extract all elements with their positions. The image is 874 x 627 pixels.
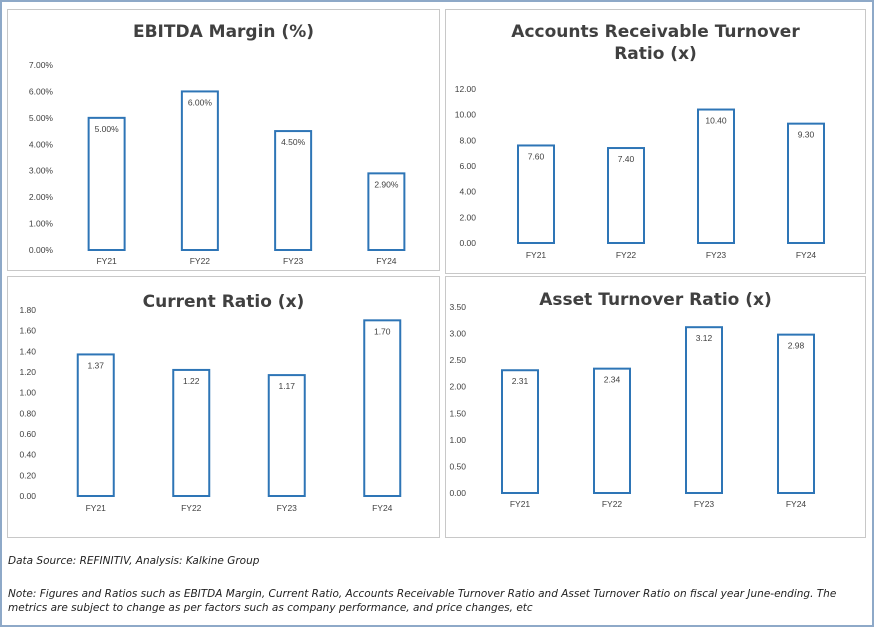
y-tick-label: 0.40	[19, 450, 36, 460]
bar	[274, 130, 313, 251]
y-tick-label: 1.50	[449, 408, 466, 418]
chart-title: Current Ratio (x)	[142, 292, 305, 312]
bar	[172, 368, 211, 497]
y-tick-label: 2.50	[449, 355, 466, 365]
y-tick-label: 1.40	[19, 346, 36, 356]
data-label: 5.00%	[95, 124, 120, 134]
x-tick-label: FY23	[283, 256, 304, 266]
bar	[787, 122, 825, 244]
data-label: 9.30	[798, 130, 815, 140]
y-tick-label: 6.00	[459, 161, 476, 171]
y-tick-label: 0.00	[19, 491, 36, 501]
x-tick-label: FY21	[526, 250, 547, 260]
y-tick-label: 0.00	[459, 238, 476, 248]
x-tick-label: FY24	[796, 250, 817, 260]
data-label: 6.00%	[188, 97, 213, 107]
x-tick-label: FY21	[86, 503, 107, 513]
footnote-text: Note: Figures and Ratios such as EBITDA …	[8, 588, 837, 614]
asset-turnover-chart: Asset Turnover Ratio (x) 0.00 0.50 1.00 1.5…	[445, 276, 866, 538]
data-label: 1.70	[374, 326, 391, 336]
x-tick-label: FY23	[277, 503, 298, 513]
y-tick-label: 1.00	[449, 435, 466, 445]
y-tick-label: 1.60	[19, 326, 36, 336]
current-ratio-plot: 0.00 0.20 0.40 0.60 0.80 1.00 1.20 1.40 1.60 1.80…	[19, 305, 402, 513]
chart-title: EBITDA Margin (%)	[132, 22, 315, 42]
bar	[593, 367, 631, 494]
bar	[697, 108, 735, 244]
y-tick-label: 3.00	[449, 329, 466, 339]
data-label: 4.50%	[281, 137, 306, 147]
data-source-text: Data Source: REFINITIV, Analysis: Kalkin…	[8, 555, 260, 567]
bar	[517, 144, 555, 244]
y-tick-label: 0.20	[19, 470, 36, 480]
x-tick-label: FY24	[372, 503, 393, 513]
bar	[267, 374, 306, 497]
y-tick-label: 1.20	[19, 367, 36, 377]
bar	[180, 90, 219, 251]
y-tick-label: 4.00%	[29, 139, 54, 149]
y-tick-label: 3.00%	[29, 166, 54, 176]
chart-title: Accounts Receivable Turnover Ratio (x)	[511, 22, 800, 64]
data-label: 1.17	[278, 381, 295, 391]
y-tick-label: 4.00	[459, 187, 476, 197]
current-ratio-chart: Current Ratio (x) 0.00 0.20 0.40 0.60 0.80 1.…	[7, 276, 440, 538]
bar	[363, 319, 402, 498]
y-tick-label: 2.00%	[29, 192, 54, 202]
data-label: 2.90%	[374, 179, 399, 189]
y-tick-label: 12.00	[455, 84, 477, 94]
y-tick-label: 2.00	[459, 212, 476, 222]
bar	[607, 147, 645, 245]
data-label: 3.12	[696, 333, 713, 343]
bar	[367, 172, 406, 252]
x-tick-label: FY21	[510, 499, 531, 509]
y-tick-label: 3.50	[449, 302, 466, 312]
y-tick-label: 6.00%	[29, 86, 54, 96]
y-tick-label: 1.00%	[29, 219, 54, 229]
y-tick-label: 7.00%	[29, 60, 54, 70]
data-label: 2.34	[604, 375, 621, 385]
ebitda-margin-plot: 0.00% 1.00% 2.00% 3.00% 4.00% 5.00% 6.00% 7.00%…	[29, 60, 406, 266]
x-tick-label: FY23	[694, 499, 715, 509]
chart-title: Asset Turnover Ratio (x)	[539, 290, 772, 310]
data-label: 10.40	[705, 116, 727, 126]
asset-turnover-plot: 0.00 0.50 1.00 1.50 2.00 2.50 3.00 3.50 2.31 FY21…	[449, 302, 815, 509]
bar	[777, 333, 815, 494]
bar	[501, 369, 539, 494]
x-tick-label: FY24	[376, 256, 397, 266]
x-tick-label: FY22	[602, 499, 623, 509]
ebitda-margin-chart: EBITDA Margin (%) 0.00% 1.00% 2.00% 3.00% 4.…	[7, 9, 440, 271]
y-tick-label: 0.80	[19, 408, 36, 418]
receivable-turnover-chart: Accounts Receivable Turnover Ratio (x) 0…	[445, 9, 866, 274]
y-tick-label: 8.00	[459, 135, 476, 145]
data-label: 2.31	[512, 376, 529, 386]
x-tick-label: FY22	[616, 250, 637, 260]
receivable-turnover-plot: 0.00 2.00 4.00 6.00 8.00 10.00 12.00 7.60 FY21 7.…	[455, 84, 825, 260]
y-tick-label: 2.00	[449, 382, 466, 392]
bar	[76, 353, 115, 497]
data-label: 1.37	[87, 360, 104, 370]
y-tick-label: 0.50	[449, 461, 466, 471]
y-tick-label: 0.00	[449, 488, 466, 498]
x-tick-label: FY24	[786, 499, 807, 509]
y-tick-label: 1.80	[19, 305, 36, 315]
data-label: 7.40	[618, 154, 635, 164]
y-tick-label: 0.60	[19, 429, 36, 439]
bar	[685, 326, 723, 494]
y-tick-label: 1.00	[19, 388, 36, 398]
x-tick-label: FY23	[706, 250, 727, 260]
x-tick-label: FY21	[96, 256, 117, 266]
data-label: 1.22	[183, 376, 200, 386]
data-label: 2.98	[788, 341, 805, 351]
y-tick-label: 0.00%	[29, 245, 54, 255]
y-tick-label: 10.00	[455, 110, 477, 120]
bar	[87, 116, 126, 251]
x-tick-label: FY22	[181, 503, 202, 513]
x-tick-label: FY22	[190, 256, 211, 266]
y-tick-label: 5.00%	[29, 113, 54, 123]
data-label: 7.60	[528, 151, 545, 161]
